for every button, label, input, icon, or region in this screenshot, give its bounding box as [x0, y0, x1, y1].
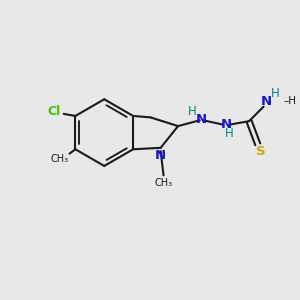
Text: N: N: [155, 148, 166, 162]
Text: CH₃: CH₃: [50, 154, 68, 164]
Text: N: N: [220, 118, 232, 130]
Text: N: N: [261, 95, 272, 108]
Text: N: N: [196, 113, 207, 126]
Text: Cl: Cl: [47, 105, 60, 118]
Text: H: H: [271, 86, 280, 100]
Text: CH₃: CH₃: [154, 178, 172, 188]
Text: H: H: [224, 128, 233, 140]
Text: –H: –H: [283, 96, 296, 106]
Text: H: H: [188, 104, 197, 118]
Text: S: S: [256, 145, 266, 158]
